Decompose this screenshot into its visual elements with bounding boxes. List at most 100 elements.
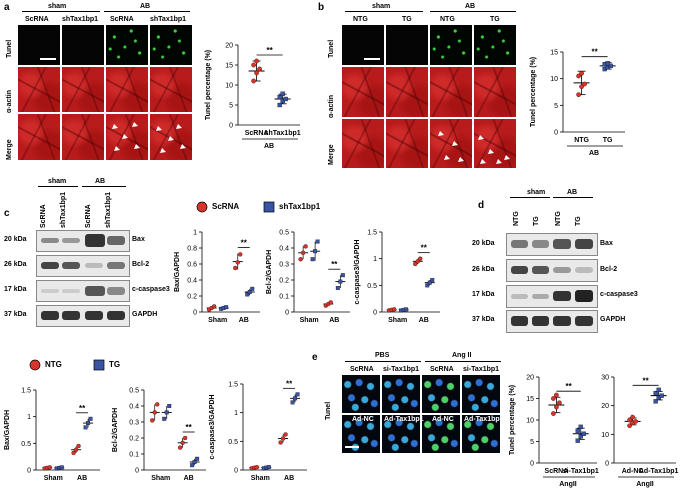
x-tick-label: NTG [574, 137, 589, 144]
data-point [212, 304, 217, 309]
data-point [575, 428, 580, 433]
data-point [340, 273, 345, 278]
data-point [576, 92, 581, 98]
x-tick-label: ScRNA [545, 468, 569, 475]
x-tick-label: ScRNA [245, 130, 269, 137]
y-axis-label: Tunel percentage (%) [509, 385, 516, 455]
micrograph-tile [62, 25, 104, 65]
data-point [427, 280, 432, 285]
micrograph-tile [386, 119, 428, 168]
data-point [224, 305, 229, 310]
blot-bcl2 [36, 255, 130, 277]
y-axis-label: c-caspase3/GAPDH [354, 240, 361, 305]
micrograph-tile [430, 25, 472, 65]
group-label: AngII [559, 481, 577, 488]
group-label-ab: AB [567, 189, 578, 196]
data-point [627, 423, 632, 429]
data-point [73, 447, 79, 452]
data-point [335, 286, 340, 290]
micrograph-tile [474, 25, 516, 65]
protein-label: Bax [600, 240, 613, 247]
data-point [250, 286, 255, 291]
chart-a-tunel: 0 5 10 15 20 Tunel percentage (%) ScRNAshTax1b… [205, 43, 301, 151]
y-tick-label: 1.5 [228, 382, 238, 389]
data-point [576, 73, 581, 79]
group-line [82, 186, 126, 187]
y-tick-label: 0 [554, 130, 558, 137]
x-tick-label: AB [77, 475, 87, 482]
data-point [392, 307, 397, 312]
y-tick-label: 15 [225, 63, 233, 70]
col-label: NTG [353, 16, 368, 23]
protein-label: c-caspase3 [132, 286, 170, 293]
micrograph-tile [342, 119, 384, 168]
chart-e-si: 0 5 10 15 20 Tunel percentage (%) ScRNAsi-Tax1… [509, 375, 599, 489]
y-tick-label: 0.3 [279, 262, 289, 269]
row-label: α-actin [328, 95, 335, 118]
y-tick-label: 15 [550, 50, 558, 57]
sig-label: ** [267, 46, 274, 55]
data-point [280, 436, 286, 441]
sig-label: ** [565, 382, 572, 391]
y-axis-label: Bax/GAPDH [174, 252, 181, 292]
data-point [254, 70, 259, 76]
data-point [293, 396, 298, 401]
lane-label: NTG [513, 211, 520, 226]
data-point [283, 96, 288, 102]
lane-label: NTG [555, 211, 562, 226]
data-point [47, 465, 52, 470]
y-tick-label: 0 [373, 310, 377, 317]
data-point [298, 257, 303, 262]
data-point [303, 244, 308, 249]
y-tick-label: 0.2 [279, 278, 289, 285]
y-axis-label: Bcl-2/GAPDH [266, 250, 273, 294]
data-point [251, 78, 256, 84]
y-axis-label: c-caspase3/GAPDH [209, 395, 216, 460]
data-point [430, 278, 435, 282]
y-tick-label: 0.5 [279, 230, 289, 237]
data-point [277, 94, 282, 100]
data-point [150, 418, 155, 423]
data-point [653, 399, 658, 404]
group-line [38, 186, 78, 187]
data-point [235, 260, 240, 265]
micrograph-tile [422, 375, 460, 413]
micrograph-tile [430, 67, 472, 117]
data-point [59, 465, 64, 470]
y-tick-label: 0 [27, 468, 31, 475]
data-point [238, 252, 243, 257]
y-tick-label: 0.5 [367, 283, 377, 290]
row-label: Tunel [328, 39, 335, 58]
data-point [290, 400, 295, 405]
x-tick-label: Sham [44, 475, 63, 482]
x-tick-label: AB [419, 317, 429, 324]
data-point [162, 416, 167, 421]
data-point [578, 434, 583, 439]
tile-label: Ad-Tax1bp1 [384, 416, 424, 423]
x-tick-label: Sham [151, 475, 170, 482]
chart-d-bax: 0 0.5 1 1.5 Bax/GAPDH Sham AB ** [4, 388, 100, 482]
blot-gapdh [506, 310, 598, 333]
micrograph-tile [462, 375, 500, 413]
data-point [310, 257, 315, 262]
data-point [575, 438, 580, 443]
data-point [266, 465, 271, 470]
col-label: NTG [440, 16, 455, 23]
group-line [430, 11, 516, 12]
sig-label: ** [331, 260, 338, 269]
y-tick-label: 0.3 [129, 420, 139, 427]
y-tick-label: 10 [526, 418, 534, 425]
data-point [245, 292, 250, 297]
data-point [653, 391, 658, 396]
micrograph-tile [386, 67, 428, 117]
protein-label: Bcl-2 [600, 266, 618, 273]
kda-label: 17 kDa [4, 286, 27, 293]
micrograph-tile [342, 67, 384, 117]
legend-marker-blue [263, 201, 275, 213]
col-label: ScRNA [350, 366, 374, 373]
y-tick-label: 1 [234, 410, 238, 417]
chart-c-bcl2: 0 0.1 0.2 0.3 0.4 0.5 Bcl-2/GAPDH Sham AB ** [266, 230, 350, 324]
sig-label: ** [592, 48, 599, 57]
y-tick-label: 0.4 [187, 278, 197, 285]
y-tick-label: 0.5 [228, 439, 238, 446]
